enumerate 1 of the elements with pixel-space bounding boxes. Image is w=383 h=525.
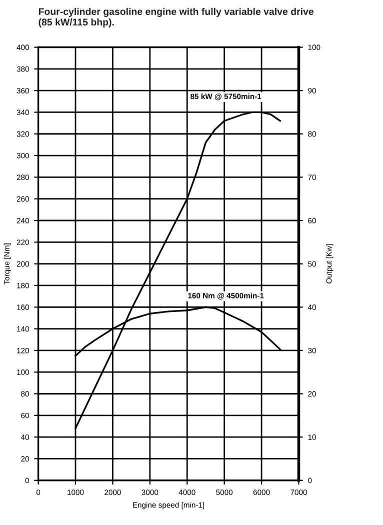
chart-title: Four-cylinder gasoline engine with fully variable valve drive (85 kW/115 bhp). (38, 8, 314, 28)
